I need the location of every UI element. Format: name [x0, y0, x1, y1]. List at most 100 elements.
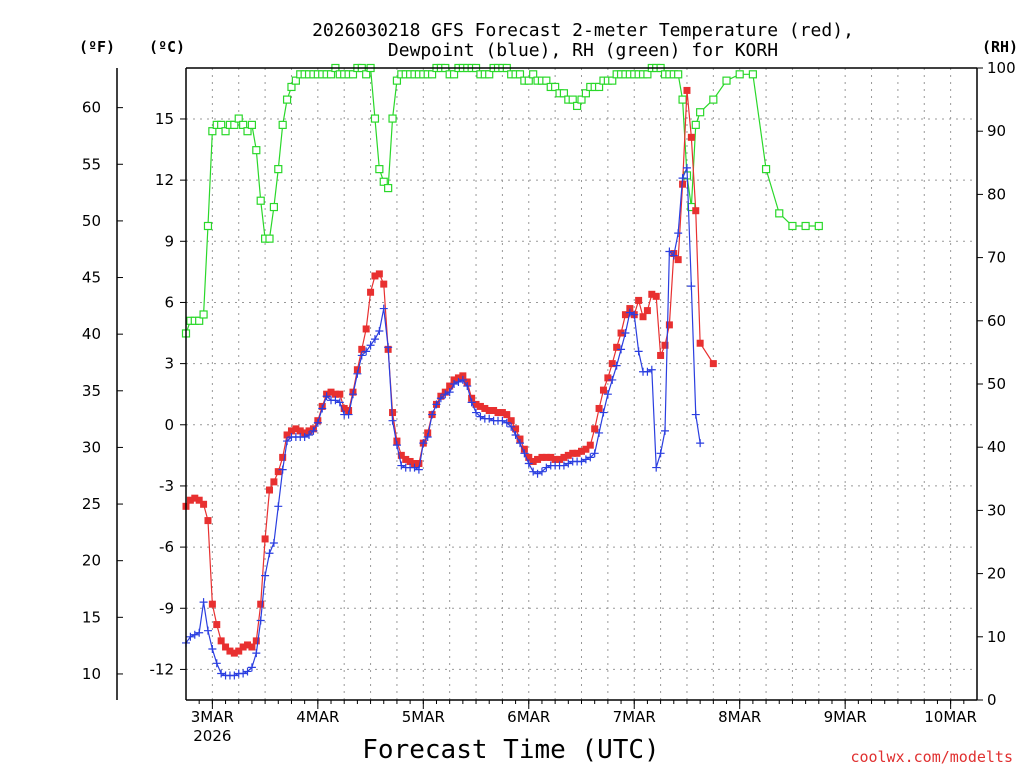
temperature-point [586, 441, 594, 449]
dewpoint-point [392, 441, 401, 450]
temperature-point [340, 404, 348, 412]
dewpoint-point [230, 671, 239, 680]
dewpoint-point [691, 410, 700, 419]
temperature-point [503, 411, 511, 419]
rh-point [515, 70, 525, 79]
temperature-point [542, 453, 550, 461]
rh-point [485, 70, 494, 79]
dewpoint-point [603, 390, 612, 399]
x-axis-label: Forecast Time (UTC) [362, 735, 659, 765]
celsius-tick-label: 0 [164, 416, 174, 434]
rh-point [748, 70, 757, 79]
celsius-tick-label: 15 [155, 110, 174, 128]
dewpoint-point [256, 616, 265, 625]
dewpoint-point [348, 390, 357, 399]
plot-frame [116, 67, 978, 701]
rh-point [195, 316, 204, 325]
rh-point [581, 89, 590, 98]
dewpoint-point [612, 361, 621, 370]
fahrenheit-tick-label: 10 [82, 665, 101, 683]
series-relative-humidity [181, 63, 823, 338]
rh-point [577, 95, 586, 104]
dewpoint-point [643, 367, 652, 376]
temperature-point [652, 292, 660, 300]
temperature-point [560, 453, 568, 461]
temperature-point [494, 409, 502, 417]
rh-tick-label: 70 [987, 249, 1006, 267]
fahrenheit-tick-label: 40 [82, 325, 101, 343]
temperature-point [217, 637, 225, 645]
rh-point [529, 70, 538, 79]
temperature-point [564, 451, 572, 459]
x-tick-label: 5MAR [402, 708, 445, 726]
rh-point [775, 209, 784, 218]
rh-point [256, 196, 265, 205]
rh-point [392, 76, 402, 85]
temperature-point [498, 409, 506, 417]
rh-point [608, 76, 617, 85]
temperature-point [599, 386, 607, 394]
temperature-point [230, 649, 238, 657]
rh-point [217, 120, 226, 129]
rh-point [524, 76, 533, 85]
rh-tick-label: 60 [987, 312, 1006, 330]
chart-title-line1: 2026030218 GFS Forecast 2-meter Temperat… [312, 20, 854, 41]
temperature-point [406, 457, 414, 465]
dewpoint-point [450, 380, 459, 388]
temperature-point [367, 288, 375, 296]
rh-point [230, 120, 239, 129]
dewpoint-point [652, 463, 661, 472]
fahrenheit-tick-label: 35 [82, 382, 101, 400]
dewpoint-point [515, 439, 524, 448]
temperature-point [657, 351, 665, 359]
temperature-point [380, 280, 388, 288]
rh-unit-label: (RH) [982, 38, 1018, 56]
dewpoint-point [366, 341, 375, 350]
dewpoint-point [498, 416, 507, 425]
temperature-point [292, 425, 300, 433]
temperature-point [591, 425, 599, 433]
rh-point [291, 76, 300, 85]
dewpoint-point [595, 428, 604, 437]
rh-point [761, 165, 771, 174]
dewpoint-point [344, 410, 353, 419]
temperature-point [358, 345, 366, 353]
dewpoint-point [696, 439, 705, 448]
dewpoint-point [353, 369, 362, 378]
dewpoint-point [331, 396, 340, 405]
series-temperature [182, 86, 717, 657]
fahrenheit-tick-label: 15 [82, 608, 101, 626]
rh-point [221, 127, 230, 136]
temperature-point [283, 431, 291, 439]
dewpoint-point [463, 382, 472, 391]
rh-point [594, 82, 604, 92]
dewpoint-point [357, 351, 366, 360]
rh-point [674, 70, 683, 79]
temperature-point [525, 453, 533, 461]
dewpoint-point [375, 326, 384, 335]
dewpoint-point [217, 669, 226, 678]
rh-point [551, 82, 560, 92]
dewpoint-point [630, 310, 639, 319]
rh-point [370, 114, 380, 123]
dewpoint-point [313, 418, 322, 427]
temperature-point [595, 404, 603, 412]
rh-point [691, 120, 700, 129]
rh-point [265, 234, 274, 243]
rh-point [269, 202, 278, 212]
dewpoint-point [423, 433, 432, 442]
rh-tick-label: 10 [987, 628, 1006, 646]
temperature-point [257, 600, 265, 608]
dewpoint-point [458, 375, 467, 384]
rh-point [252, 146, 261, 155]
dewpoint-point [199, 598, 208, 607]
dewpoint-point [634, 347, 643, 356]
rh-point [239, 120, 248, 129]
dewpoint-point [520, 449, 529, 458]
temperature-point [635, 296, 643, 304]
dewpoint-point [682, 163, 691, 172]
temperature-point [529, 457, 537, 465]
temperature-point [551, 455, 559, 463]
rh-point [287, 82, 296, 92]
dewpoint-point [362, 347, 371, 356]
